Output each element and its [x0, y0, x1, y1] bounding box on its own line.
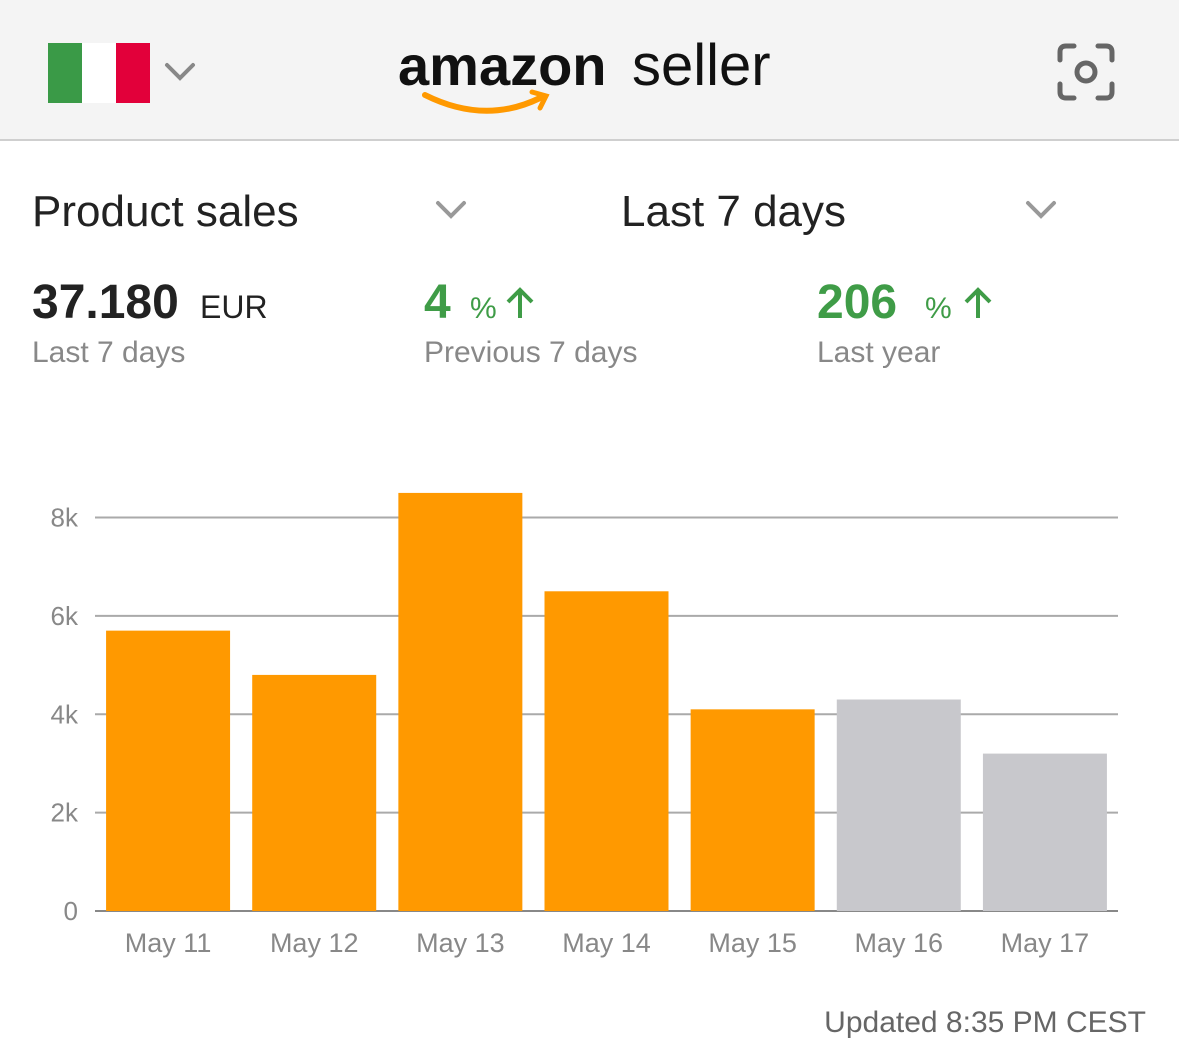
bar: [982, 753, 1107, 911]
scan-corner: [1095, 81, 1115, 101]
x-tick-label: May 15: [708, 928, 797, 958]
x-tick-label: May 16: [855, 928, 944, 958]
y-tick-label: 6k: [51, 601, 79, 631]
metric-value: 37.180: [32, 276, 179, 329]
metric-unit: EUR: [200, 289, 268, 325]
sales-chart: 0 2k 4k 6k 8k May 11 May 12 May 13 May 14 May 15 M…: [51, 492, 1118, 958]
x-tick-label: May 11: [125, 928, 212, 958]
chevron: [1026, 201, 1056, 219]
bar: [836, 699, 961, 911]
logo-smile: [422, 92, 543, 114]
period-dropdown[interactable]: Last 7 days: [621, 187, 1056, 236]
x-tick-label: May 13: [416, 928, 505, 958]
metric-dropdown[interactable]: Product sales: [32, 187, 466, 236]
x-tick-label: May 12: [270, 928, 359, 958]
y-tick-label: 8k: [51, 503, 79, 533]
flag-red: [116, 43, 150, 103]
bar: [106, 630, 231, 911]
metric-value: 206: [817, 276, 897, 329]
logo-brand: amazon: [398, 34, 607, 97]
metric-unit: %: [925, 292, 952, 325]
y-tick-label: 2k: [51, 798, 79, 828]
up-arrow: [964, 287, 992, 318]
flag-white: [82, 43, 116, 103]
bar: [398, 492, 523, 911]
country-selector[interactable]: [48, 43, 195, 103]
scan-corner: [1095, 43, 1115, 63]
chevron: [165, 63, 195, 81]
logo-product: seller: [632, 33, 771, 98]
up-arrow: [506, 287, 534, 318]
metric-unit: %: [470, 292, 497, 325]
bar: [690, 709, 815, 911]
y-tick-label: 0: [64, 896, 78, 926]
logo-arrow: [529, 89, 550, 111]
updated-note: Updated 8:35 PM CEST: [824, 1006, 1146, 1039]
metric-label: Last year: [817, 336, 940, 369]
y-tick-label: 4k: [51, 699, 79, 729]
x-tick-label: May 14: [562, 928, 651, 958]
chevron: [436, 201, 466, 219]
header-bar: [0, 0, 1179, 140]
dropdown-label: Product sales: [32, 187, 299, 236]
bar: [544, 591, 669, 911]
flag-green: [48, 43, 82, 103]
metric-label: Last 7 days: [32, 336, 185, 369]
metric-label: Previous 7 days: [424, 336, 637, 369]
bar: [252, 674, 377, 911]
dropdown-label: Last 7 days: [621, 187, 846, 236]
scan-corner: [1057, 43, 1077, 63]
metric-value: 4: [424, 276, 451, 329]
scan-corner: [1057, 81, 1077, 101]
x-tick-label: May 17: [1001, 928, 1090, 958]
scan-button[interactable]: [1057, 43, 1115, 101]
scan-lens: [1074, 60, 1098, 84]
